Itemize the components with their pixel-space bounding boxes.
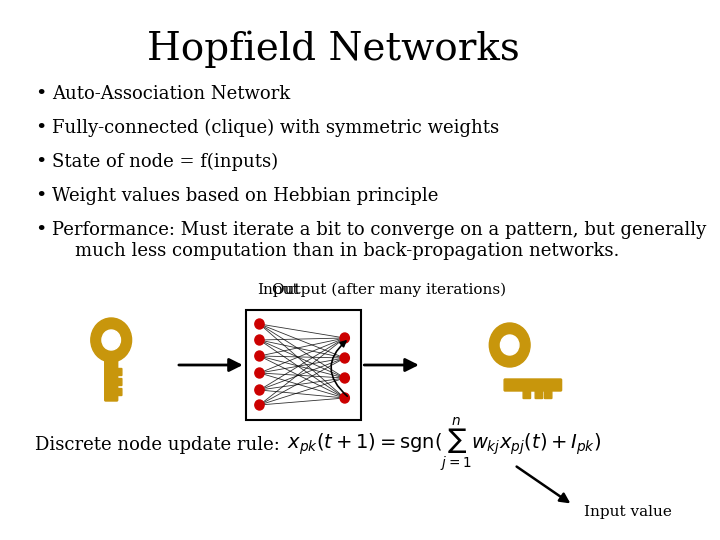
Text: Discrete node update rule:: Discrete node update rule: — [35, 436, 280, 454]
FancyBboxPatch shape — [544, 388, 552, 399]
FancyBboxPatch shape — [523, 388, 531, 399]
Text: Performance: Must iterate a bit to converge on a pattern, but generally
    much: Performance: Must iterate a bit to conve… — [52, 221, 706, 260]
Circle shape — [255, 335, 264, 345]
Circle shape — [340, 393, 349, 403]
Text: •: • — [35, 119, 47, 137]
Text: •: • — [35, 187, 47, 205]
Text: Fully-connected (clique) with symmetric weights: Fully-connected (clique) with symmetric … — [52, 119, 499, 137]
Circle shape — [340, 373, 349, 383]
FancyBboxPatch shape — [246, 310, 361, 420]
Circle shape — [255, 385, 264, 395]
Circle shape — [340, 333, 349, 343]
Circle shape — [255, 400, 264, 410]
FancyBboxPatch shape — [114, 368, 122, 375]
Text: Output (after many iterations): Output (after many iterations) — [272, 282, 506, 297]
Circle shape — [490, 323, 530, 367]
Text: •: • — [35, 85, 47, 103]
Circle shape — [340, 353, 349, 363]
Circle shape — [102, 330, 120, 350]
Text: Hopfield Networks: Hopfield Networks — [147, 30, 520, 68]
FancyBboxPatch shape — [114, 388, 122, 395]
FancyArrowPatch shape — [331, 341, 347, 396]
FancyBboxPatch shape — [504, 379, 562, 391]
Text: •: • — [35, 153, 47, 171]
Circle shape — [500, 335, 519, 355]
FancyBboxPatch shape — [104, 344, 117, 401]
Circle shape — [255, 351, 264, 361]
Circle shape — [255, 368, 264, 378]
Text: Weight values based on Hebbian principle: Weight values based on Hebbian principle — [52, 187, 438, 205]
FancyBboxPatch shape — [535, 388, 543, 399]
Text: Input value: Input value — [584, 505, 672, 519]
Text: $x_{pk}(t+1) = \mathrm{sgn}(\sum_{j=1}^{n} w_{kj} x_{pj}(t) + I_{pk})$: $x_{pk}(t+1) = \mathrm{sgn}(\sum_{j=1}^{… — [287, 416, 602, 474]
Text: •: • — [35, 221, 47, 239]
Text: Input: Input — [257, 283, 299, 297]
FancyBboxPatch shape — [114, 379, 122, 386]
Circle shape — [91, 318, 132, 362]
Circle shape — [255, 319, 264, 329]
Text: State of node = f(inputs): State of node = f(inputs) — [52, 153, 278, 171]
Text: Auto-Association Network: Auto-Association Network — [52, 85, 290, 103]
